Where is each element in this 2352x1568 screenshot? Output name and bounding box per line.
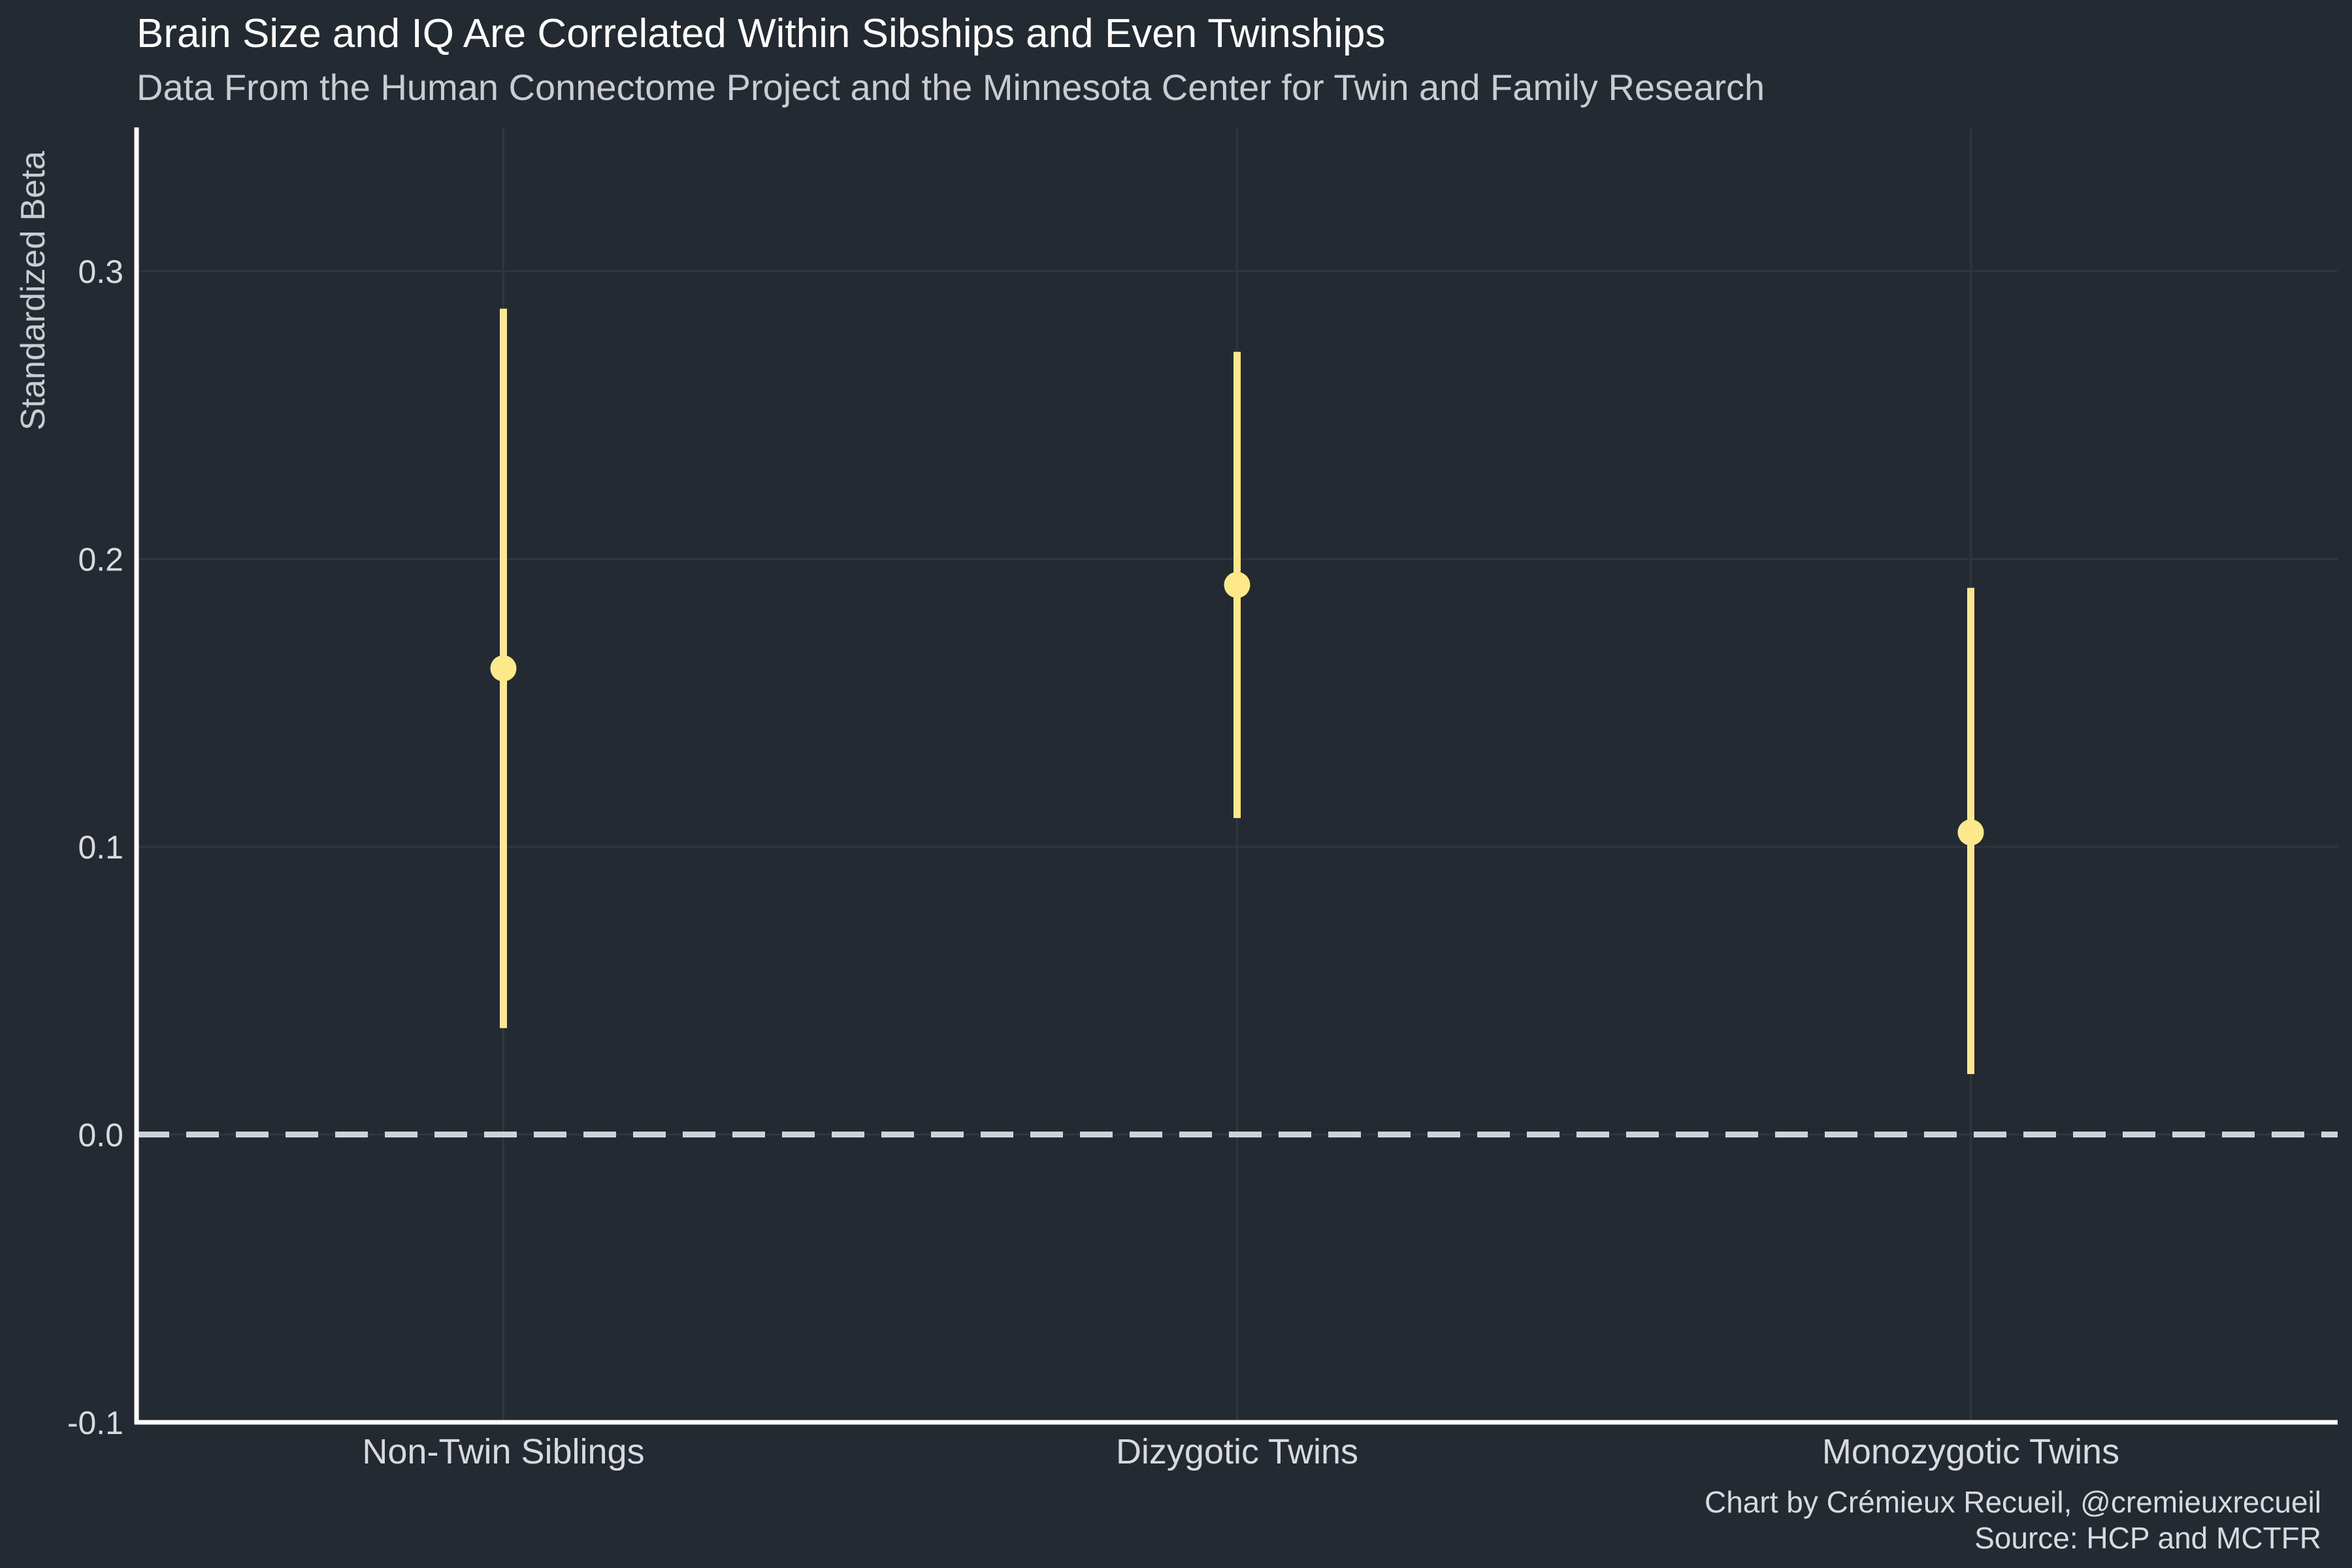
x-tick-label: Non-Twin Siblings [362, 1432, 644, 1471]
marks-layer [490, 308, 1984, 1075]
x-tick-label: Dizygotic Twins [1116, 1432, 1358, 1471]
y-axis-title: Standardized Beta [14, 151, 52, 431]
y-tick-label: -0.1 [67, 1405, 123, 1441]
caption-credit: Chart by Crémieux Recueil, @cremieuxrecu… [1705, 1485, 2321, 1519]
estimate-point [1224, 572, 1250, 598]
caption-source: Source: HCP and MCTFR [1974, 1521, 2321, 1555]
y-tick-label: 0.3 [78, 253, 123, 290]
axes-layer [134, 127, 2338, 1425]
x-tick-label: Monozygotic Twins [1822, 1432, 2119, 1471]
y-tick-labels: -0.1 0.0 0.1 0.2 0.3 [67, 253, 123, 1441]
estimate-point [490, 655, 517, 682]
chart-subtitle: Data From the Human Connectome Project a… [137, 67, 1765, 108]
y-tick-label: 0.0 [78, 1117, 123, 1154]
chart-title: Brain Size and IQ Are Correlated Within … [137, 11, 1386, 56]
y-tick-label: 0.2 [78, 542, 123, 578]
y-tick-label: 0.1 [78, 829, 123, 866]
estimate-point [1957, 819, 1984, 846]
x-tick-labels: Non-Twin Siblings Dizygotic Twins Monozygo… [362, 1432, 2119, 1471]
